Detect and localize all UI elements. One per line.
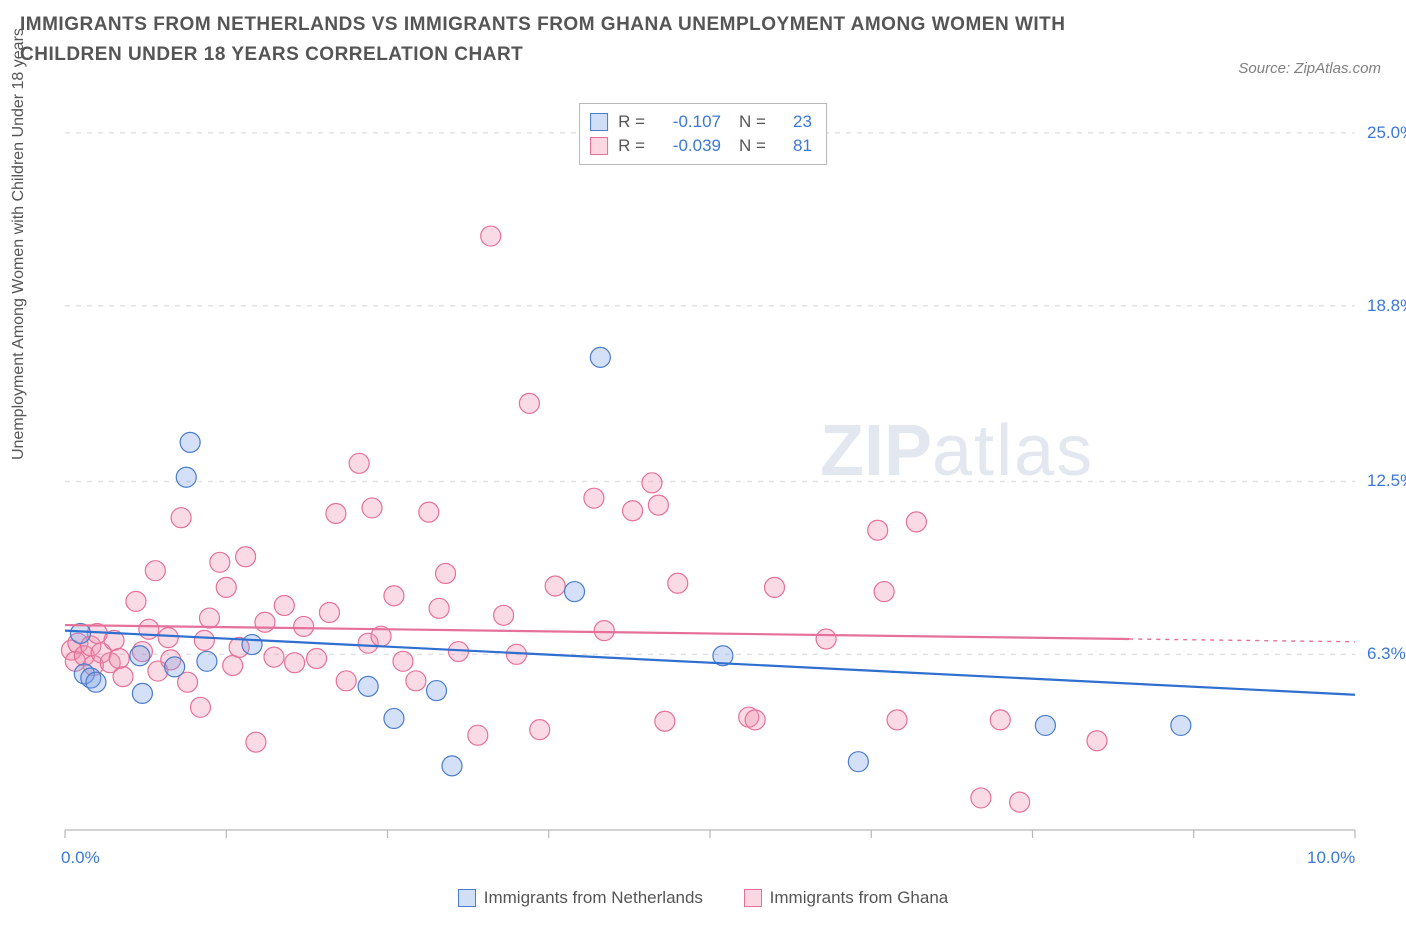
r-value: -0.107: [651, 112, 721, 132]
x-tick-min: 0.0%: [61, 848, 100, 868]
legend-item-netherlands: Immigrants from Netherlands: [458, 888, 703, 908]
stats-legend: R = -0.107 N = 23 R = -0.039 N = 81: [579, 103, 827, 165]
legend-label: Immigrants from Netherlands: [484, 888, 703, 908]
r-label: R =: [618, 136, 645, 156]
stats-legend-row: R = -0.039 N = 81: [590, 134, 812, 158]
y-tick-label: 18.8%: [1367, 296, 1406, 316]
n-value: 81: [772, 136, 812, 156]
y-axis-label: Unemployment Among Women with Children U…: [10, 28, 28, 460]
y-tick-label: 6.3%: [1367, 644, 1406, 664]
x-tick-max: 10.0%: [1307, 848, 1355, 868]
source-label: Source:: [1238, 60, 1290, 77]
legend-item-ghana: Immigrants from Ghana: [744, 888, 949, 908]
scatter-chart-svg: [60, 100, 1360, 840]
stats-swatch-netherlands: [590, 113, 608, 131]
legend-swatch-netherlands: [458, 889, 476, 907]
r-value: -0.039: [651, 136, 721, 156]
n-label: N =: [739, 136, 766, 156]
y-tick-label: 12.5%: [1367, 471, 1406, 491]
y-tick-label: 25.0%: [1367, 123, 1406, 143]
page-title: IMMIGRANTS FROM NETHERLANDS VS IMMIGRANT…: [20, 10, 1120, 71]
stats-legend-row: R = -0.107 N = 23: [590, 110, 812, 134]
legend-swatch-ghana: [744, 889, 762, 907]
series-legend: Immigrants from Netherlands Immigrants f…: [0, 888, 1406, 912]
r-label: R =: [618, 112, 645, 132]
source-credit: Source: ZipAtlas.com: [1238, 60, 1381, 77]
legend-label: Immigrants from Ghana: [770, 888, 949, 908]
chart-area: [60, 100, 1360, 840]
n-label: N =: [739, 112, 766, 132]
n-value: 23: [772, 112, 812, 132]
stats-swatch-ghana: [590, 137, 608, 155]
source-value: ZipAtlas.com: [1294, 60, 1381, 77]
